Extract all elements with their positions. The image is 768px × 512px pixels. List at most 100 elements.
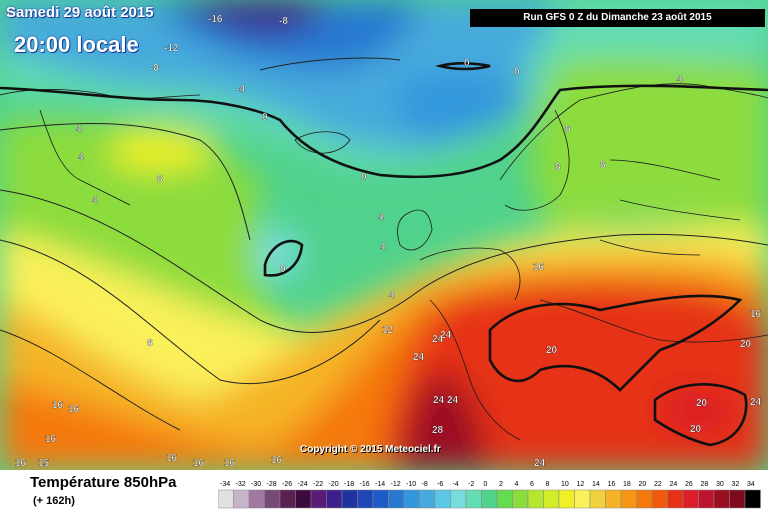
isotherm-label: -8 bbox=[150, 63, 159, 74]
isotherms bbox=[0, 57, 768, 431]
scale-swatch bbox=[248, 489, 265, 509]
isotherm-label: 0 bbox=[464, 58, 470, 69]
scale-swatch bbox=[419, 489, 436, 509]
scale-swatch bbox=[651, 489, 668, 509]
scale-tick-label: 0 bbox=[484, 481, 488, 488]
isotherm-label: 0 bbox=[262, 112, 268, 123]
isotherm-labels: -8 -16 -8 -12 -8 -4 0 0 0 0 4 4 4 4 4 8 8 8 8 4 0 4 8 12 16 16 16 1… bbox=[4, 8, 762, 469]
isotherm-label: 0 bbox=[514, 67, 520, 78]
isotherm-label: 8 bbox=[600, 160, 606, 171]
isotherm-label: 20 bbox=[690, 424, 702, 435]
scale-tick-label: 24 bbox=[670, 481, 678, 488]
isotherm-label: 8 bbox=[157, 174, 163, 185]
isotherm-label: 16 bbox=[15, 458, 27, 469]
isotherm-label: 8 bbox=[147, 338, 153, 349]
isotherm-label: -16 bbox=[208, 14, 223, 25]
isotherm-label: 24 bbox=[750, 397, 762, 408]
isotherm-label: 4 bbox=[378, 212, 384, 223]
scale-swatch bbox=[341, 489, 358, 509]
scale-swatch bbox=[605, 489, 622, 509]
isotherm-label: 20 bbox=[740, 339, 752, 350]
isotherm-label: 12 bbox=[382, 325, 394, 336]
scale-swatch bbox=[527, 489, 544, 509]
scale-swatch bbox=[310, 489, 327, 509]
scale-tick-label: -8 bbox=[422, 481, 428, 488]
isotherm-label: -4 bbox=[236, 84, 245, 95]
scale-tick-label: 32 bbox=[732, 481, 740, 488]
temperature-field bbox=[0, 0, 768, 470]
isotherm-label: 20 bbox=[546, 345, 558, 356]
scale-tick-label: 26 bbox=[685, 481, 693, 488]
scale-swatch bbox=[326, 489, 343, 509]
scale-tick-label: 28 bbox=[701, 481, 709, 488]
scale-tick-label: -10 bbox=[406, 481, 416, 488]
scale-tick-label: -6 bbox=[437, 481, 443, 488]
scale-swatch bbox=[682, 489, 699, 509]
isotherm-label: 4 bbox=[389, 290, 395, 301]
isotherm-label: 4 bbox=[78, 152, 84, 163]
isotherm-label: 0 bbox=[280, 264, 286, 275]
scale-swatch bbox=[512, 489, 529, 509]
copyright-notice: Copyright © 2015 Meteociel.fr bbox=[300, 444, 441, 455]
scale-swatch bbox=[233, 489, 250, 509]
scale-tick-label: 30 bbox=[716, 481, 724, 488]
temperature-map: -8 -16 -8 -12 -8 -4 0 0 0 0 4 4 4 4 4 8 8 8 8 4 0 4 8 12 16 16 16 1… bbox=[0, 0, 768, 470]
isotherm-label: 0 bbox=[361, 172, 367, 183]
isotherm-label: -8 bbox=[4, 8, 13, 19]
isotherm-label: 24 bbox=[447, 395, 459, 406]
scale-tick-label: -14 bbox=[375, 481, 385, 488]
variable-title: Température 850hPa bbox=[30, 474, 177, 491]
scale-swatch bbox=[574, 489, 591, 509]
scale-tick-label: 6 bbox=[530, 481, 534, 488]
scale-swatch bbox=[434, 489, 451, 509]
scale-swatch bbox=[264, 489, 281, 509]
scale-tick-label: 12 bbox=[577, 481, 585, 488]
scale-swatch bbox=[589, 489, 606, 509]
isotherm-label: 24 bbox=[534, 458, 546, 469]
isotherm-label: -12 bbox=[164, 43, 179, 54]
isotherm-label: 8 bbox=[555, 162, 561, 173]
isotherm-label: 16 bbox=[224, 458, 236, 469]
scale-tick-label: 2 bbox=[499, 481, 503, 488]
lead-time: (+ 162h) bbox=[33, 495, 75, 507]
scale-tick-label: -4 bbox=[453, 481, 459, 488]
isotherm-label: 4 bbox=[92, 195, 98, 206]
isotherm-label: 28 bbox=[432, 425, 444, 436]
isotherm-label: 8 bbox=[565, 124, 571, 135]
isotherm-label: 16 bbox=[533, 262, 545, 273]
scale-swatch bbox=[636, 489, 653, 509]
isotherm-label: 4 bbox=[380, 242, 386, 253]
scale-tick-label: 8 bbox=[546, 481, 550, 488]
isotherm-label: 16 bbox=[45, 434, 57, 445]
scale-swatch bbox=[543, 489, 560, 509]
scale-tick-label: -2 bbox=[468, 481, 474, 488]
bold-contours bbox=[0, 62, 768, 447]
isotherm-label: 16 bbox=[193, 458, 205, 469]
isotherm-label: 24 bbox=[433, 395, 445, 406]
scale-tick-label: 4 bbox=[515, 481, 519, 488]
isotherm-label: 15 bbox=[38, 458, 50, 469]
scale-tick-label: -12 bbox=[391, 481, 401, 488]
forecast-time: 20:00 locale bbox=[14, 32, 139, 57]
scale-tick-label: -32 bbox=[236, 481, 246, 488]
forecast-date: Samedi 29 août 2015 bbox=[6, 4, 154, 21]
scale-swatch bbox=[744, 489, 761, 509]
scale-tick-label: -24 bbox=[298, 481, 308, 488]
isotherm-label: 20 bbox=[696, 398, 708, 409]
isotherm-label: 24 bbox=[432, 334, 444, 345]
scale-swatch bbox=[357, 489, 374, 509]
isotherm-label: 24 bbox=[413, 352, 425, 363]
scale-swatch bbox=[450, 489, 467, 509]
scale-tick-label: 10 bbox=[561, 481, 569, 488]
isotherm-label: 4 bbox=[677, 74, 683, 85]
scale-swatch bbox=[698, 489, 715, 509]
scale-swatch bbox=[388, 489, 405, 509]
scale-swatch bbox=[465, 489, 482, 509]
scale-tick-label: 18 bbox=[623, 481, 631, 488]
scale-tick-label: 14 bbox=[592, 481, 600, 488]
scale-swatch bbox=[481, 489, 498, 509]
scale-tick-label: -30 bbox=[251, 481, 261, 488]
scale-swatch bbox=[496, 489, 513, 509]
scale-tick-label: -20 bbox=[329, 481, 339, 488]
scale-swatch bbox=[620, 489, 637, 509]
